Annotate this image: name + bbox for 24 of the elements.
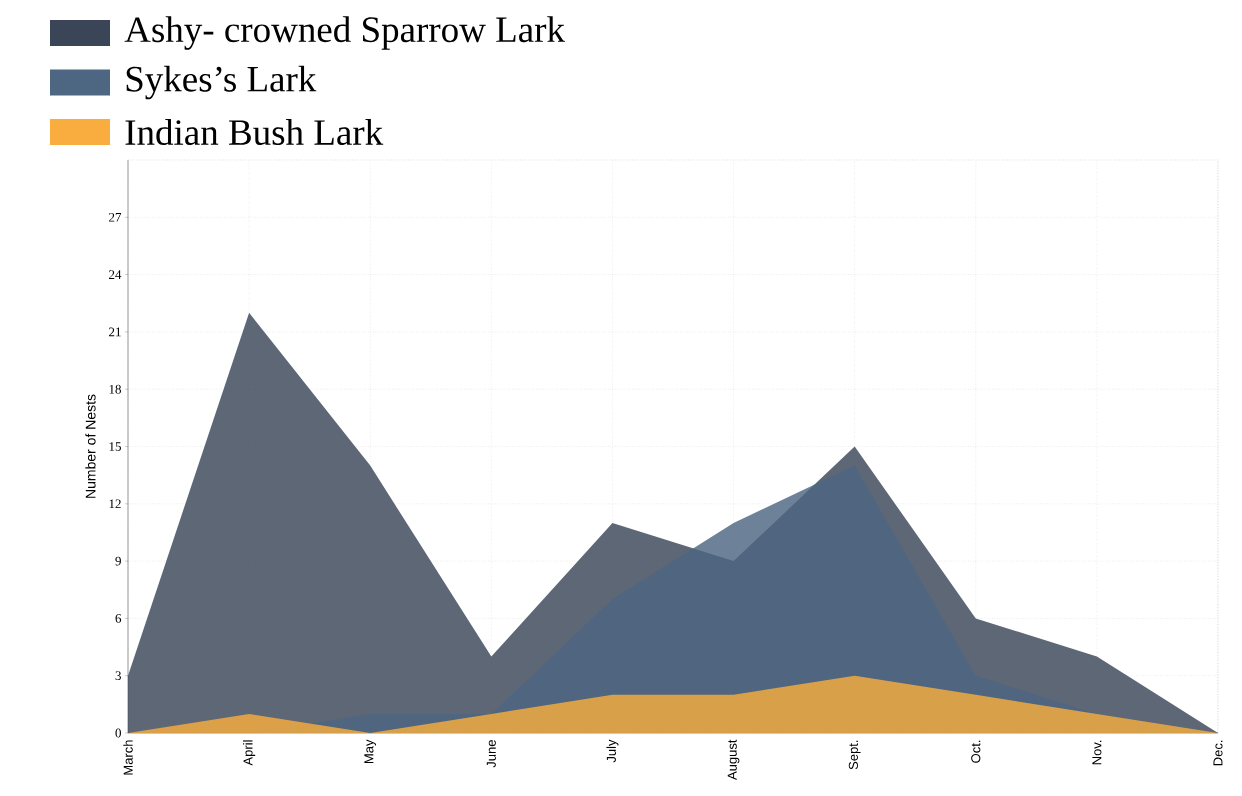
legend-label: Ashy- crowned Sparrow Lark bbox=[124, 16, 565, 50]
y-tick-label: 24 bbox=[109, 270, 122, 279]
y-tick-label: 6 bbox=[115, 614, 122, 623]
y-tick-label: 18 bbox=[109, 384, 121, 394]
x-tick-label: June bbox=[486, 740, 496, 768]
legend-label: Indian Bush Lark bbox=[125, 118, 384, 146]
y-tick-label: 0 bbox=[115, 728, 121, 738]
x-tick-label: Oct. bbox=[971, 740, 981, 763]
x-tick-label: July bbox=[606, 739, 619, 763]
x-tick-label: Nov. bbox=[1092, 740, 1102, 765]
y-tick-label: 9 bbox=[115, 556, 121, 566]
y-tick-label: 3 bbox=[115, 671, 121, 681]
x-tick-label: May bbox=[364, 739, 377, 764]
x-tick-label: August bbox=[727, 739, 740, 780]
x-tick-label: Sept. bbox=[848, 740, 861, 770]
y-axis-title: Number of Nests bbox=[85, 394, 96, 498]
y-tick-label: 27 bbox=[109, 212, 122, 222]
x-tick-label: March bbox=[123, 740, 133, 775]
y-tick-label: 21 bbox=[109, 327, 121, 337]
y-tick-label: 12 bbox=[109, 499, 121, 509]
y-tick-label: 15 bbox=[109, 442, 121, 451]
x-tick-label: Dec. bbox=[1213, 740, 1223, 766]
legend-label: Sykes’s Lark bbox=[126, 65, 317, 100]
x-tick-label: April bbox=[243, 740, 256, 766]
